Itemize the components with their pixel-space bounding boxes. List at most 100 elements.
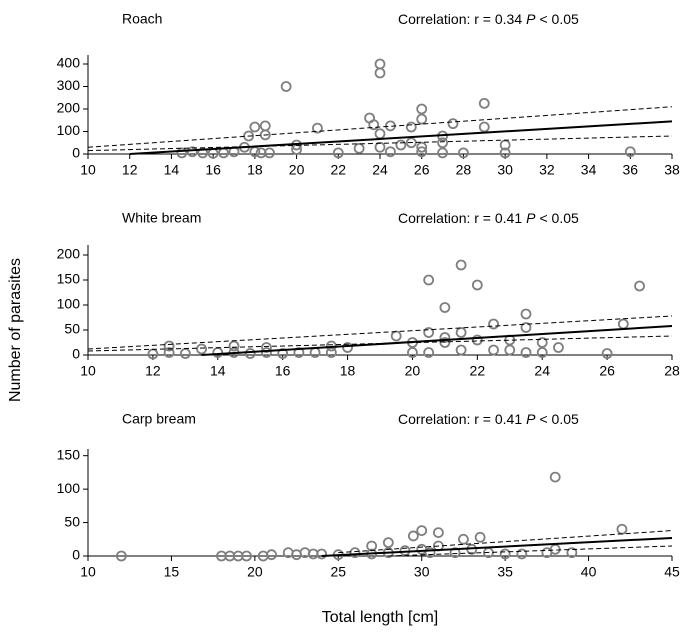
correlation: Correlation: r = 0.41 bbox=[398, 411, 522, 427]
data-point bbox=[163, 340, 175, 352]
data-point bbox=[553, 342, 564, 353]
x-tick-label: 34 bbox=[581, 162, 597, 178]
data-point bbox=[423, 347, 435, 358]
correlation-note: Correlation: r = 0.34 P < 0.05 bbox=[398, 11, 579, 27]
data-point bbox=[385, 146, 396, 158]
data-point bbox=[416, 146, 428, 158]
data-point bbox=[520, 322, 532, 333]
data-point bbox=[536, 337, 548, 348]
x-tick-label: 22 bbox=[330, 162, 346, 178]
data-point bbox=[325, 347, 337, 358]
data-point bbox=[374, 58, 386, 70]
data-point bbox=[382, 537, 394, 549]
x-tick-label: 16 bbox=[205, 162, 221, 178]
data-point bbox=[616, 523, 628, 535]
correlation: Correlation: r = 0.41 bbox=[398, 210, 522, 226]
panel-title: Carp bream bbox=[122, 411, 196, 427]
x-tick-label: 20 bbox=[247, 564, 263, 580]
regression-line bbox=[129, 120, 673, 155]
data-point bbox=[424, 547, 436, 559]
y-tick-label: 0 bbox=[72, 346, 80, 362]
panel-title: White bream bbox=[122, 210, 201, 226]
p-symbol: P bbox=[526, 11, 536, 27]
data-point bbox=[416, 113, 428, 125]
data-point bbox=[624, 146, 636, 158]
x-tick-label: 45 bbox=[664, 564, 680, 580]
y-tick-label: 50 bbox=[64, 513, 80, 529]
x-tick-label: 12 bbox=[122, 162, 138, 178]
data-point bbox=[455, 259, 467, 271]
data-point bbox=[264, 147, 275, 159]
x-tick-label: 35 bbox=[497, 564, 513, 580]
data-point bbox=[455, 344, 467, 356]
data-point bbox=[115, 550, 127, 562]
y-tick-label: 300 bbox=[57, 77, 81, 93]
data-point bbox=[241, 550, 252, 562]
data-point bbox=[374, 67, 386, 79]
x-tick-label: 38 bbox=[664, 162, 680, 178]
data-point bbox=[634, 280, 645, 292]
confidence-upper bbox=[87, 106, 673, 148]
data-point bbox=[504, 344, 516, 356]
data-point bbox=[437, 137, 448, 149]
data-point bbox=[499, 147, 511, 159]
x-tick-label: 30 bbox=[414, 564, 430, 580]
p-threshold: < 0.05 bbox=[539, 11, 579, 27]
data-point bbox=[423, 274, 435, 286]
data-point bbox=[197, 147, 209, 159]
p-threshold: < 0.05 bbox=[539, 411, 579, 427]
x-axis-label: Total length [cm] bbox=[322, 609, 439, 626]
data-point bbox=[439, 337, 451, 348]
y-tick-label: 200 bbox=[57, 246, 81, 262]
x-tick-label: 20 bbox=[289, 162, 305, 178]
x-tick-label: 40 bbox=[581, 564, 597, 580]
data-point bbox=[478, 97, 490, 109]
data-point bbox=[368, 119, 380, 131]
confidence-upper bbox=[87, 315, 673, 350]
data-point bbox=[549, 543, 561, 555]
x-tick-label: 32 bbox=[539, 162, 555, 178]
x-tick-label: 26 bbox=[414, 162, 430, 178]
data-point bbox=[374, 141, 386, 153]
panel-title: Roach bbox=[122, 11, 162, 27]
data-point bbox=[416, 141, 428, 153]
data-point bbox=[176, 147, 188, 159]
data-point bbox=[617, 318, 629, 330]
x-tick-label: 10 bbox=[80, 363, 96, 379]
x-tick-label: 24 bbox=[372, 162, 388, 178]
data-point bbox=[249, 121, 261, 133]
x-tick-label: 26 bbox=[599, 363, 615, 379]
data-point bbox=[416, 525, 428, 536]
x-tick-label: 22 bbox=[470, 363, 486, 379]
data-point bbox=[471, 279, 483, 291]
x-tick-label: 14 bbox=[164, 162, 180, 178]
x-tick-label: 18 bbox=[340, 363, 356, 379]
y-tick-label: 150 bbox=[57, 446, 81, 462]
y-tick-label: 0 bbox=[72, 547, 80, 563]
data-point bbox=[259, 120, 271, 132]
data-point bbox=[458, 147, 469, 159]
data-point bbox=[312, 122, 323, 134]
data-point bbox=[455, 327, 467, 338]
data-point bbox=[488, 318, 499, 330]
y-tick-label: 150 bbox=[57, 271, 81, 287]
data-point bbox=[179, 348, 191, 359]
x-tick-label: 15 bbox=[164, 564, 180, 580]
data-point bbox=[423, 327, 435, 338]
data-point bbox=[186, 146, 198, 158]
y-tick-label: 100 bbox=[57, 480, 81, 496]
x-tick-label: 18 bbox=[247, 162, 263, 178]
x-tick-label: 16 bbox=[275, 363, 291, 379]
data-point bbox=[407, 347, 418, 358]
data-point bbox=[390, 330, 402, 342]
data-point bbox=[520, 347, 532, 358]
data-point bbox=[228, 340, 240, 352]
data-point bbox=[395, 139, 407, 151]
correlation-note: Correlation: r = 0.41 P < 0.05 bbox=[398, 411, 579, 427]
y-tick-label: 400 bbox=[57, 55, 81, 71]
data-point bbox=[520, 308, 532, 320]
data-point bbox=[458, 533, 469, 545]
data-point bbox=[244, 348, 256, 359]
data-point bbox=[342, 342, 353, 353]
